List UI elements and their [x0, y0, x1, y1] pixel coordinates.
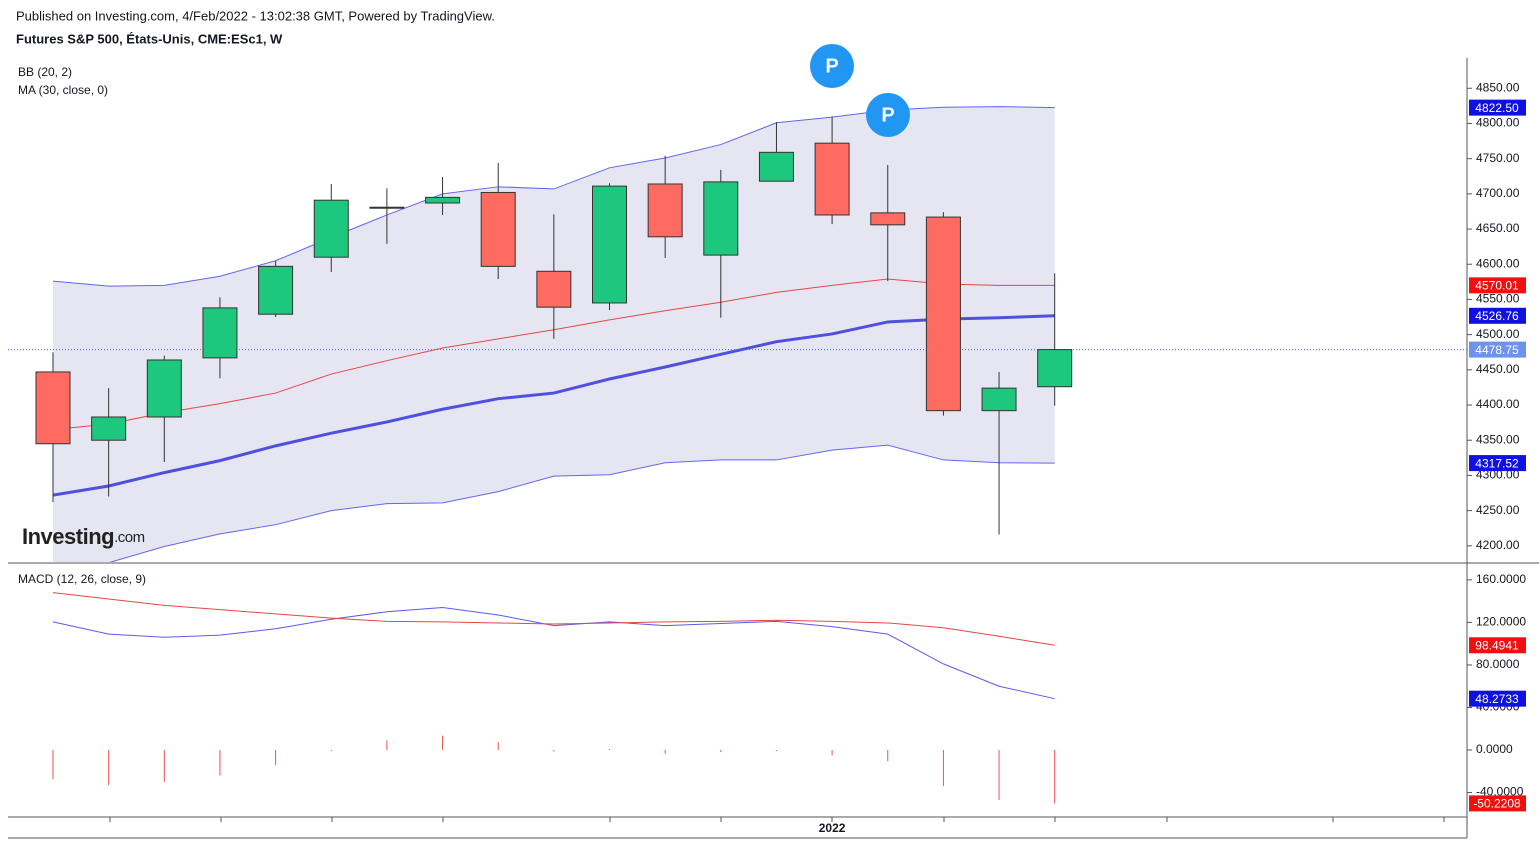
- value-badge-label: 4317.52: [1475, 456, 1519, 470]
- candle-body: [202, 307, 238, 359]
- candle-body: [870, 212, 906, 226]
- candle-body: [425, 196, 461, 204]
- price-pane: [8, 106, 1467, 562]
- event-marker-label: P: [881, 104, 894, 126]
- value-badge: [1469, 99, 1526, 116]
- x-tick-label: 2022: [819, 821, 846, 835]
- candle-body: [258, 265, 294, 315]
- value-badge: [1469, 637, 1526, 654]
- candle-body: [480, 191, 516, 267]
- value-badge: [1469, 307, 1526, 324]
- y-tick-label: 4800.00: [1476, 116, 1520, 130]
- candle-body: [758, 151, 794, 182]
- chart-title: Futures S&P 500, États-Unis, CME:ESc1, W: [16, 31, 283, 46]
- event-marker-label: P: [825, 55, 838, 77]
- value-badge-label: 48.2733: [1475, 692, 1519, 706]
- candle-body: [925, 216, 961, 412]
- value-badge: [1469, 795, 1526, 812]
- value-badge-label: 4526.76: [1475, 309, 1519, 323]
- bb-lower: [109, 444, 1055, 562]
- candle-body: [592, 185, 627, 304]
- value-badge: [1469, 690, 1526, 707]
- candle-body: [536, 270, 572, 308]
- source-note: Published on Investing.com, 4/Feb/2022 -…: [16, 8, 495, 23]
- value-badge: [1469, 277, 1526, 294]
- y-tick-label: 4250.00: [1476, 503, 1520, 517]
- candle-body: [703, 181, 739, 256]
- time-ticks: [109, 817, 1445, 822]
- y-tick-label: 160.0000: [1476, 572, 1526, 586]
- candle-body: [35, 371, 71, 445]
- y-tick-label: -40.0000: [1476, 785, 1524, 799]
- y-tick-label: 4600.00: [1476, 256, 1520, 270]
- y-tick-label: 4850.00: [1476, 80, 1520, 94]
- y-tick-label: 4500.00: [1476, 327, 1520, 341]
- candle-body: [814, 142, 850, 216]
- y-tick-label: 4350.00: [1476, 432, 1520, 446]
- y-tick-label: 80.0000: [1476, 657, 1520, 671]
- macd-line: [52, 607, 1055, 700]
- y-tick-label: 4200.00: [1476, 538, 1520, 552]
- y-tick-label: 0.0000: [1476, 742, 1513, 756]
- value-badge-label: 4570.01: [1475, 279, 1519, 293]
- candle-body: [91, 416, 127, 441]
- watermark-suffix: .com: [114, 529, 145, 546]
- event-marker: [866, 93, 910, 137]
- ma-line: [52, 314, 1055, 497]
- value-badge: [1469, 455, 1526, 472]
- watermark: Investing.com: [22, 524, 145, 549]
- value-badge: [1469, 341, 1526, 358]
- value-badge-label: -50.2208: [1473, 797, 1521, 811]
- y-tick-label: 4400.00: [1476, 397, 1520, 411]
- candle-body: [981, 387, 1017, 412]
- candle-body: [313, 199, 349, 258]
- candle-body: [1037, 349, 1073, 388]
- event-marker: [810, 44, 854, 88]
- candle-body: [647, 183, 683, 238]
- macd-pane: [52, 592, 1056, 804]
- y-tick-label: 4750.00: [1476, 151, 1520, 165]
- y-tick-label: 4450.00: [1476, 362, 1520, 376]
- value-badge-label: 4822.50: [1475, 101, 1519, 115]
- macd-title: MACD (12, 26, close, 9): [18, 572, 146, 586]
- candle-body: [146, 359, 182, 418]
- y-tick-label: 120.0000: [1476, 615, 1526, 629]
- y-tick-label: 4300.00: [1476, 468, 1520, 482]
- y-tick-label: 4550.00: [1476, 292, 1520, 306]
- value-badge-label: 4478.75: [1475, 343, 1519, 357]
- y-tick-label: 4700.00: [1476, 186, 1520, 200]
- macd-line: [52, 592, 1055, 646]
- y-tick-label: 4650.00: [1476, 221, 1520, 235]
- legend-ma: MA (30, close, 0): [18, 83, 108, 97]
- candle-body: [369, 206, 405, 209]
- value-badge-label: 98.4941: [1475, 638, 1519, 652]
- overlay: 4200.00 4250.00 4300.00 4350.00 4400.00 4450.…: [810, 44, 1526, 835]
- watermark-brand: Investing: [22, 524, 114, 549]
- legend-bb: BB (20, 2): [18, 65, 72, 79]
